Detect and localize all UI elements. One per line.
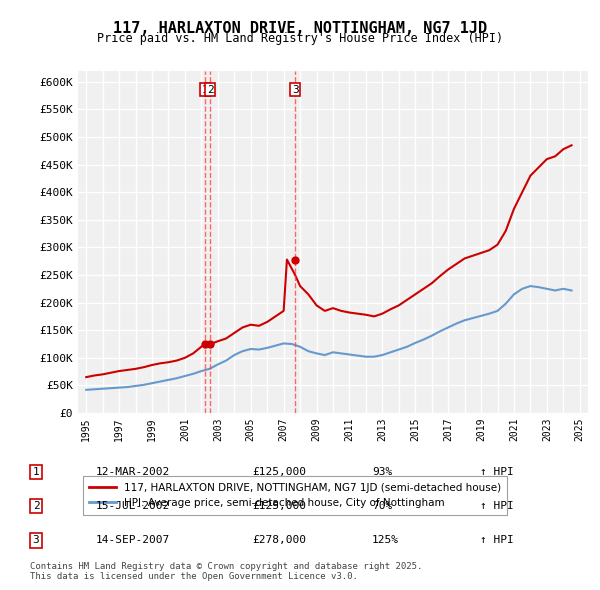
Text: 93%: 93% [372,467,392,477]
Text: £125,000: £125,000 [252,467,306,477]
Text: £278,000: £278,000 [252,536,306,545]
Text: Contains HM Land Registry data © Crown copyright and database right 2025.
This d: Contains HM Land Registry data © Crown c… [30,562,422,581]
Text: Price paid vs. HM Land Registry's House Price Index (HPI): Price paid vs. HM Land Registry's House … [97,32,503,45]
Text: ↑ HPI: ↑ HPI [480,502,514,511]
Text: 15-JUL-2002: 15-JUL-2002 [96,502,170,511]
Text: 1: 1 [32,467,40,477]
Text: 3: 3 [292,84,299,94]
Text: 125%: 125% [372,536,399,545]
Text: ↑ HPI: ↑ HPI [480,467,514,477]
Text: £125,000: £125,000 [252,502,306,511]
Text: 14-SEP-2007: 14-SEP-2007 [96,536,170,545]
Text: 12-MAR-2002: 12-MAR-2002 [96,467,170,477]
Legend: 117, HARLAXTON DRIVE, NOTTINGHAM, NG7 1JD (semi-detached house), HPI: Average pr: 117, HARLAXTON DRIVE, NOTTINGHAM, NG7 1J… [83,476,507,514]
Text: ↑ HPI: ↑ HPI [480,536,514,545]
Text: 117, HARLAXTON DRIVE, NOTTINGHAM, NG7 1JD: 117, HARLAXTON DRIVE, NOTTINGHAM, NG7 1J… [113,21,487,35]
Text: 1: 1 [202,84,208,94]
Text: 70%: 70% [372,502,392,511]
Text: 2: 2 [32,502,40,511]
Text: 3: 3 [32,536,40,545]
Text: 2: 2 [207,84,214,94]
